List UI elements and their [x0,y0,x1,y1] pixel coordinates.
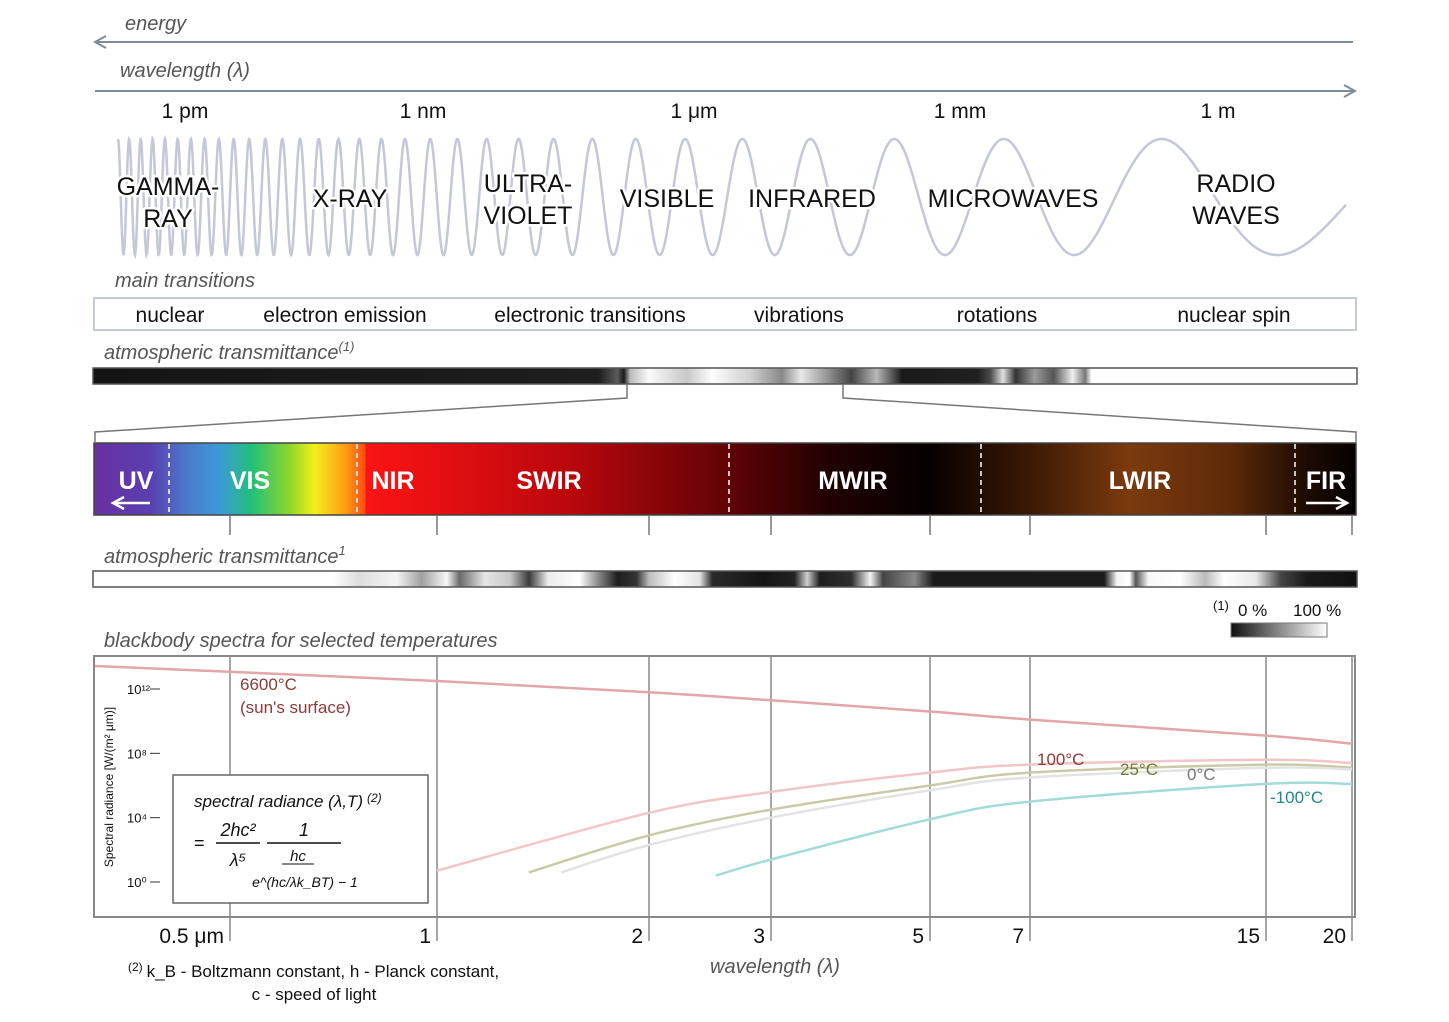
em-band-label: INFRARED [748,185,876,213]
formula-title: spectral radiance (λ,T) (2) [194,791,382,811]
ir-band-label: UV [119,467,154,495]
transition-item: nuclear [136,304,205,327]
x-tick-label: 3 [753,925,765,948]
em-band-labels: GAMMA- RAY X-RAY ULTRA- VIOLET VISIBLE INFRARE… [114,168,1282,236]
em-band-label: VISIBLE [620,185,715,213]
legend-gradient [1230,622,1328,638]
legend-sup: (1) [1213,598,1229,613]
legend-min-label: 0 % [1238,601,1267,620]
em-band-label: X-RAY [313,185,388,213]
ir-band-label: MWIR [818,467,887,495]
scale-tick-label: 1 nm [400,100,447,123]
x-tick-label: 15 [1237,925,1260,948]
transition-item: rotations [957,304,1038,327]
scale-tick-label: 1 pm [162,100,209,123]
footnote-line1: (2) k_B - Boltzmann constant, h - Planck … [128,960,499,981]
em-band-label: ULTRA- [484,170,572,198]
em-band-label: RADIO [1196,170,1275,198]
x-axis-label: wavelength (λ) [710,956,840,978]
atm2-bar [92,570,1358,588]
wavelength-label: wavelength (λ) [120,60,250,82]
transition-item: electron emission [263,304,426,327]
x-tick-label: 0.5 μm [159,925,224,948]
y-tick-label: 10⁴ [127,811,147,826]
em-band-label: MICROWAVES [928,185,1099,213]
em-band-label: WAVES [1192,202,1280,230]
x-tick-label: 20 [1323,925,1346,948]
transition-item: electronic transitions [494,304,685,327]
series-line [560,766,1353,874]
atm1-bar [92,367,1358,385]
ir-band-bar [93,442,1357,516]
y-tick-label: 10⁰ [127,875,147,890]
blackbody-title: blackbody spectra for selected temperatu… [104,630,498,652]
series-label: 6600°C [240,675,297,694]
y-axis-label: Spectral radiance [W/(m² μm)] [102,707,116,867]
series-label: -100°C [1270,788,1323,807]
ir-band-label: SWIR [516,467,581,495]
legend-max-label: 100 % [1293,601,1341,620]
arrow-right-icon [1306,495,1350,511]
formula-num2: 1 [299,820,309,840]
series-line [715,781,1353,877]
transitions-list: nuclear electron emission electronic trans… [136,304,1291,327]
transitions-title: main transitions [115,270,255,292]
ir-band-dividers [168,444,1296,514]
zoom-connector-right [842,384,1357,442]
formula-num1: 2hc² [219,820,256,840]
y-tick-label: 10⁸ [127,746,147,761]
formula-den2-top: hc [290,848,306,865]
arrow-left-icon [110,495,150,511]
em-band-label: RAY [143,205,193,233]
em-band-label: GAMMA- [117,173,220,201]
ir-band-label: LWIR [1109,467,1172,495]
series-label: 100°C [1037,750,1084,769]
atm1-title: atmospheric transmittance(1) [104,339,354,364]
scale-tick-label: 1 μm [670,100,717,123]
series-line [436,758,1353,872]
footnote-line2: c - speed of light [252,985,377,1004]
em-wave [116,134,1347,260]
ir-band-label: FIR [1306,467,1346,495]
series-line [528,763,1353,874]
series-label: 0°C [1187,765,1216,784]
series-label: 25°C [1120,760,1158,779]
wavelength-scale-ticks: 1 pm 1 nm 1 μm 1 mm 1 m [162,100,1236,123]
blackbody-y-ticks: 10⁰ 10⁴ 10⁸ 10¹² [127,682,160,890]
zoom-connector-left [94,384,628,442]
blackbody-curves [94,664,1353,877]
ir-band-label: VIS [230,467,270,495]
series-line [94,664,1353,745]
x-tick-label: 2 [631,925,643,948]
ir-band-label: NIR [371,467,414,495]
transition-item: nuclear spin [1177,304,1290,327]
formula-den2: e^(hc/λk_BT) − 1 [252,874,358,890]
x-tick-label: 7 [1012,925,1024,948]
em-band-label: VIOLET [484,202,573,230]
scale-tick-label: 1 m [1200,100,1235,123]
x-tick-label: 5 [912,925,924,948]
formula-box [172,774,429,904]
ir-band-labels: UV VIS NIR SWIR MWIR LWIR FIR [110,467,1350,511]
energy-label: energy [125,13,187,35]
formula-equals: = [194,833,205,853]
scale-tick-label: 1 mm [934,100,987,123]
blackbody-curve-labels: 6600°C (sun's surface) 100°C 25°C 0°C -100°C [240,675,1323,807]
formula-den1: λ⁵ [229,850,246,870]
transitions-box [93,297,1357,331]
x-tick-label: 1 [419,925,431,948]
series-sublabel: (sun's surface) [240,698,351,717]
blackbody-x-ticks: 0.5 μm 1 2 3 5 7 15 20 [159,925,1346,948]
ir-band-ticks [229,516,1353,535]
y-tick-label: 10¹² [127,682,151,697]
transition-item: vibrations [754,304,844,327]
atm2-title: atmospheric transmittance1 [104,543,346,568]
